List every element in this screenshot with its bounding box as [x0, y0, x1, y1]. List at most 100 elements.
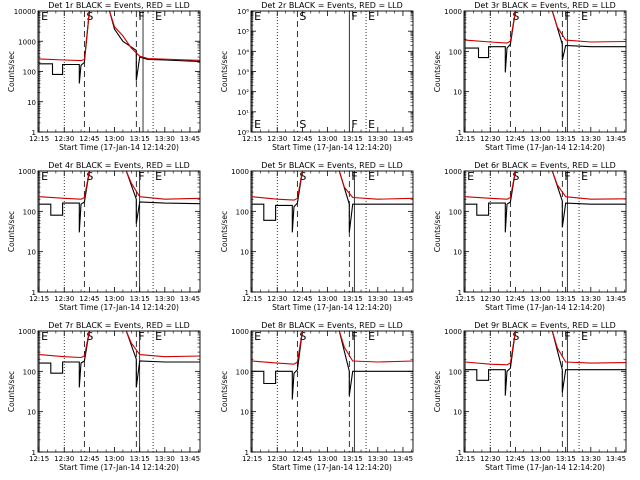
- x-tick-label: 13:45: [180, 455, 200, 463]
- time-marker-label: E: [368, 170, 375, 183]
- y-tick-label: 100: [449, 368, 462, 376]
- x-axis-label: Start Time (17-Jan-14 12:14:20): [272, 303, 392, 312]
- x-axis-label: Start Time (17-Jan-14 12:14:20): [485, 463, 605, 472]
- plot-frame: [37, 330, 201, 453]
- chart-title: Det 6r BLACK = Events, RED = LLD: [474, 161, 616, 170]
- series-line-black: [252, 331, 413, 400]
- x-tick-label: 12:30: [54, 135, 74, 143]
- x-tick-label: 13:15: [556, 455, 576, 463]
- x-tick-label: 13:15: [343, 295, 363, 303]
- time-marker-label-bottom: E: [368, 118, 375, 131]
- x-tick-label: 13:30: [368, 455, 388, 463]
- x-tick-label: 13:45: [393, 455, 413, 463]
- x-tick-label: 12:15: [455, 135, 475, 143]
- x-tick-label: 13:45: [606, 135, 626, 143]
- y-tick-label: 100: [236, 208, 249, 216]
- time-marker-label: S: [512, 10, 519, 23]
- y-tick-label: 100: [23, 368, 36, 376]
- x-tick-label: 13:45: [180, 295, 200, 303]
- y-tick-label: 1: [32, 129, 36, 137]
- x-tick-label: 13:00: [317, 135, 337, 143]
- y-tick-label: 10⁵: [237, 28, 249, 36]
- time-marker-label: E: [254, 10, 261, 23]
- x-axis-label: Start Time (17-Jan-14 12:14:20): [272, 463, 392, 472]
- x-tick-label: 12:45: [505, 295, 525, 303]
- x-tick-label: 13:15: [130, 455, 150, 463]
- chart-panel-1: Det 1r BLACK = Events, RED = LLD 1 10 100 10…: [7, 1, 201, 152]
- x-tick-label: 13:45: [393, 135, 413, 143]
- time-marker-label: E: [581, 170, 588, 183]
- series-line-red: [465, 11, 626, 44]
- y-axis-label: Counts/sec: [433, 51, 442, 92]
- time-marker-label: S: [299, 330, 306, 343]
- x-tick-label: 12:15: [242, 135, 262, 143]
- x-tick-label: 12:30: [480, 295, 500, 303]
- series-line-black: [465, 11, 626, 73]
- y-tick-label: 100: [23, 69, 36, 77]
- x-tick-label: 13:15: [556, 135, 576, 143]
- x-tick-label: 12:30: [480, 455, 500, 463]
- y-tick-label: 1: [458, 449, 462, 457]
- time-marker-label: S: [299, 10, 306, 23]
- chart-title: Det 5r BLACK = Events, RED = LLD: [261, 161, 403, 170]
- x-tick-label: 12:45: [79, 455, 99, 463]
- chart-title: Det 7r BLACK = Events, RED = LLD: [48, 321, 190, 330]
- x-tick-label: 12:30: [267, 295, 287, 303]
- x-tick-label: 13:30: [155, 295, 175, 303]
- x-tick-label: 12:30: [54, 455, 74, 463]
- x-tick-label: 13:00: [317, 455, 337, 463]
- x-tick-label: 13:45: [606, 295, 626, 303]
- x-tick-label: 12:45: [505, 135, 525, 143]
- y-tick-label: 1000: [444, 328, 462, 336]
- time-marker-label: F: [138, 170, 144, 183]
- x-tick-label: 13:00: [104, 295, 124, 303]
- y-tick-label: 1: [32, 449, 36, 457]
- y-tick-label: 1: [458, 289, 462, 297]
- chart-title: Det 8r BLACK = Events, RED = LLD: [261, 321, 403, 330]
- y-tick-label: 1000: [444, 8, 462, 16]
- y-tick-label: 100: [236, 368, 249, 376]
- x-tick-label: 12:15: [29, 135, 49, 143]
- series-line-red: [39, 331, 200, 359]
- time-marker-label: E: [467, 170, 474, 183]
- time-marker-label: S: [512, 170, 519, 183]
- y-tick-label: 10⁴: [237, 48, 249, 56]
- y-tick-label: 100: [23, 208, 36, 216]
- time-marker-label-bottom: S: [299, 118, 306, 131]
- time-marker-label: F: [351, 10, 357, 23]
- y-tick-label: 10: [453, 249, 462, 257]
- x-tick-label: 12:45: [292, 295, 312, 303]
- x-tick-label: 13:30: [581, 295, 601, 303]
- x-tick-label: 12:45: [292, 135, 312, 143]
- plot-frame: [463, 330, 627, 453]
- y-tick-label: 1000: [18, 328, 36, 336]
- plot-frame: [463, 170, 627, 293]
- x-tick-label: 12:30: [480, 135, 500, 143]
- y-tick-label: 1: [245, 449, 249, 457]
- series-line-black: [465, 331, 626, 396]
- series-line-black: [39, 331, 200, 388]
- y-axis-label: Counts/sec: [433, 371, 442, 412]
- series-line-red: [39, 171, 200, 200]
- y-tick-label: 10⁶: [237, 8, 249, 16]
- time-marker-label: E: [581, 330, 588, 343]
- y-tick-label: 10: [27, 99, 36, 107]
- time-marker-label: E: [155, 330, 162, 343]
- chart-panel-5: Det 5r BLACK = Events, RED = LLD 1 10 100 10…: [220, 161, 414, 312]
- time-marker-label: E: [41, 330, 48, 343]
- y-tick-label: 10⁰: [237, 129, 249, 137]
- chart-title: Det 4r BLACK = Events, RED = LLD: [48, 161, 190, 170]
- x-tick-label: 12:30: [54, 295, 74, 303]
- x-tick-label: 13:30: [581, 455, 601, 463]
- x-tick-label: 13:00: [317, 295, 337, 303]
- y-axis-label: Counts/sec: [433, 211, 442, 252]
- x-tick-label: 13:00: [104, 135, 124, 143]
- time-marker-label-bottom: E: [254, 118, 261, 131]
- chart-panel-7: Det 7r BLACK = Events, RED = LLD 1 10 100 10…: [7, 321, 201, 472]
- y-axis-label: Counts/sec: [7, 211, 16, 252]
- y-axis-label: Counts/sec: [220, 51, 229, 92]
- y-tick-label: 1000: [18, 38, 36, 46]
- x-tick-label: 13:00: [530, 455, 550, 463]
- series-line-red: [465, 171, 626, 200]
- y-tick-label: 100: [449, 48, 462, 56]
